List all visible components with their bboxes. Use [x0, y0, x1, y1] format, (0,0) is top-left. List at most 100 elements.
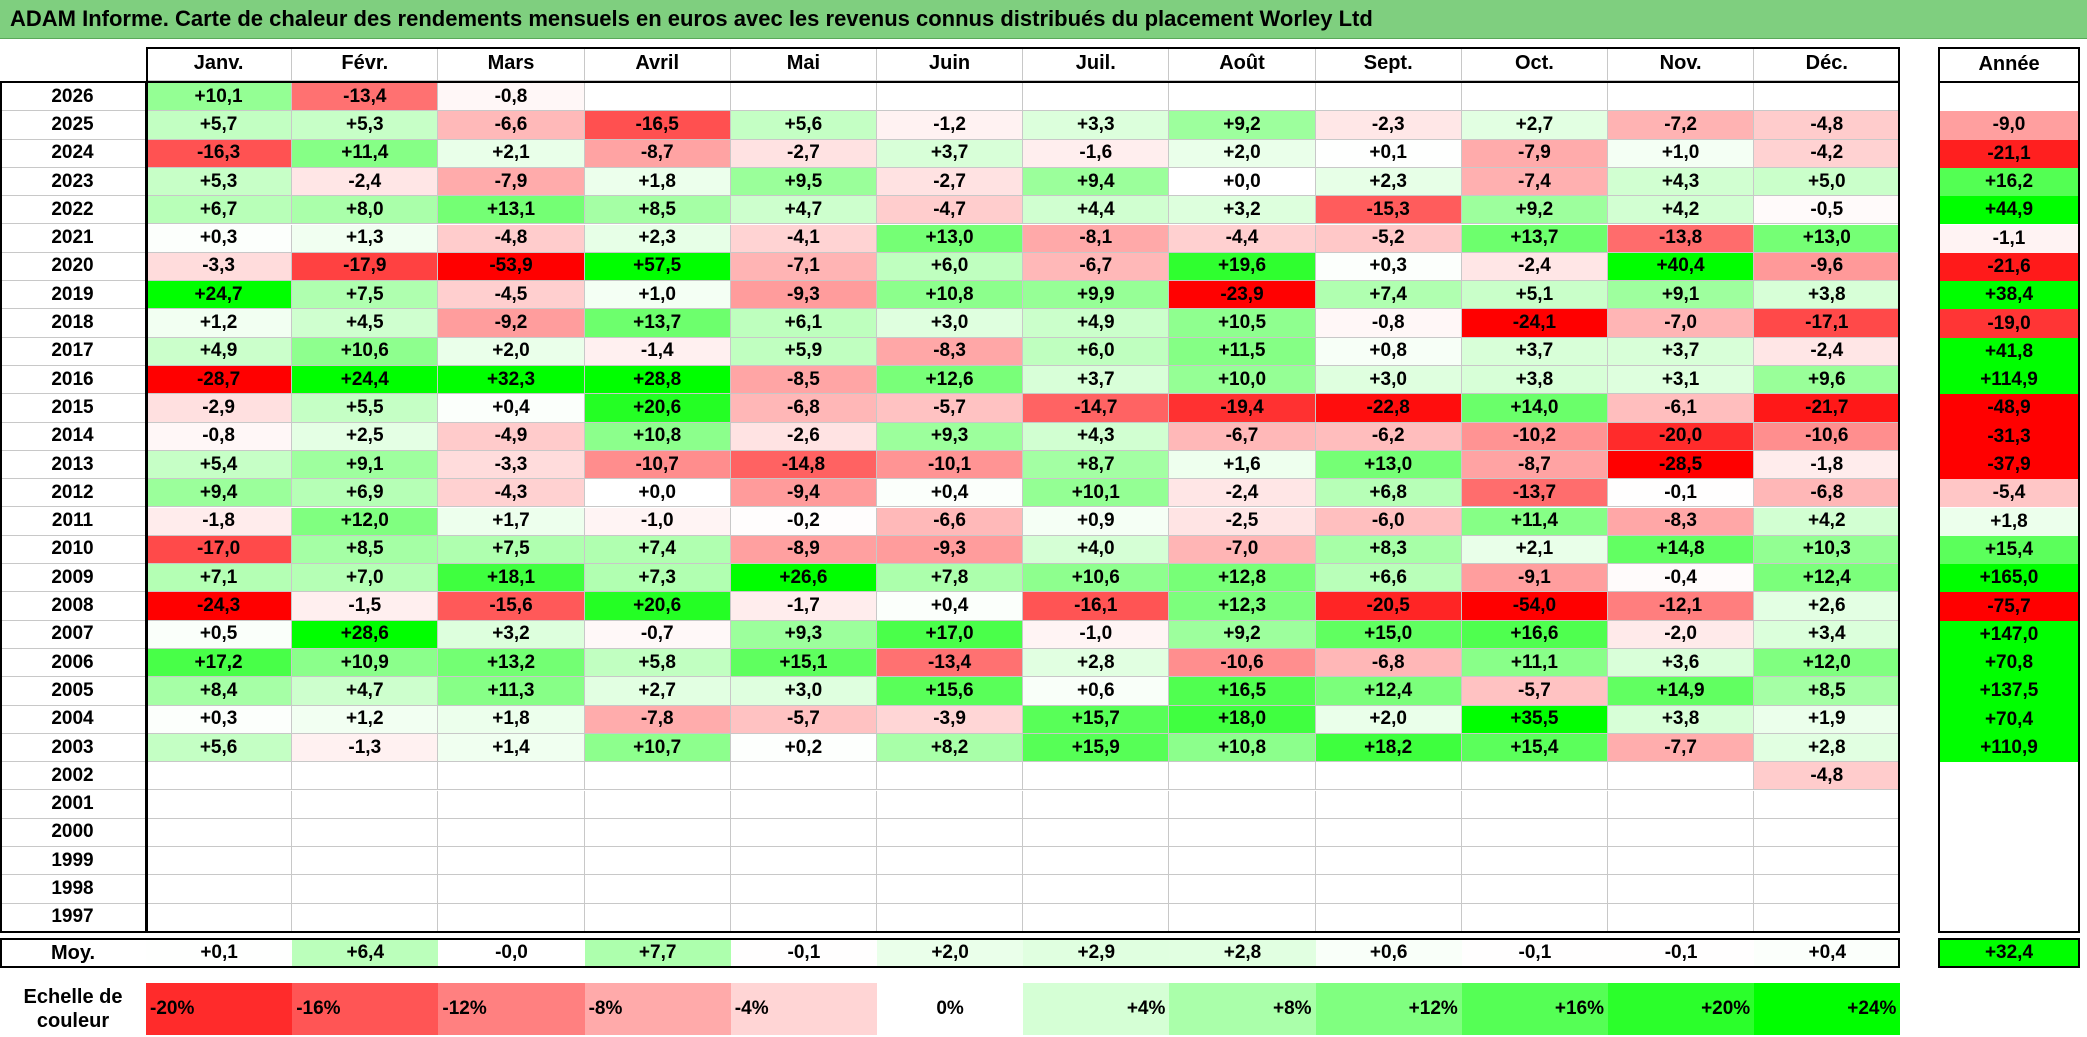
heatmap-cell: +6,6: [1315, 564, 1462, 593]
annual-cell: -1,1: [1938, 224, 2080, 253]
heatmap-cell: +6,0: [1023, 337, 1170, 366]
heatmap-cell: [1608, 790, 1755, 819]
annual-cell: [1938, 818, 2080, 848]
heatmap-cell: +13,0: [877, 224, 1024, 253]
heatmap-cell: -7,8: [584, 705, 731, 734]
annual-cell: [1938, 762, 2080, 791]
heatmap-cell: +57,5: [584, 252, 731, 282]
annual-cell: +110,9: [1938, 733, 2080, 763]
heatmap-cell: [1461, 83, 1608, 112]
heatmap-cell: +3,7: [1608, 337, 1755, 366]
heatmap-cell: -9,1: [1461, 564, 1608, 593]
heatmap-cell: -1,0: [584, 507, 731, 536]
heatmap-cell: -10,7: [584, 450, 731, 480]
heatmap-cell: +4,7: [292, 677, 439, 706]
year-label: 2020: [0, 252, 146, 282]
heatmap-cell: -16,1: [1023, 592, 1170, 621]
heatmap-cell: -13,4: [292, 83, 439, 112]
heatmap-cell: [438, 818, 585, 848]
heatmap-cell: -7,0: [1169, 535, 1316, 565]
heatmap-cell: +8,5: [584, 196, 731, 225]
heatmap-cell: -0,4: [1608, 564, 1755, 593]
heatmap-cell: +0,3: [146, 705, 293, 734]
heatmap-cell: +7,5: [292, 281, 439, 310]
year-label: 2000: [0, 818, 146, 848]
scale-swatch: -4%: [730, 983, 877, 1035]
heatmap-cell: +2,0: [438, 337, 585, 366]
heatmap-cell: +7,1: [146, 564, 293, 593]
year-label: 2014: [0, 422, 146, 451]
heatmap-cell: [146, 790, 293, 819]
heatmap-cell: +11,4: [1461, 507, 1608, 536]
annual-cell: [1938, 903, 2080, 932]
heatmap-cell: -24,1: [1461, 309, 1608, 338]
month-header: Mars: [438, 47, 585, 81]
heatmap-cell: +2,6: [1754, 592, 1901, 621]
heatmap-cell: +10,6: [292, 337, 439, 366]
heatmap-cell: [146, 847, 293, 876]
average-cell: -0,1: [1608, 938, 1755, 968]
month-header: Août: [1169, 47, 1316, 81]
annual-cell: +147,0: [1938, 620, 2080, 649]
heatmap-cell: +5,9: [730, 337, 877, 366]
heatmap-cell: -13,4: [877, 649, 1024, 678]
heatmap-cell: [877, 790, 1024, 819]
heatmap-cell: +2,5: [292, 422, 439, 451]
heatmap-cell: +7,4: [584, 535, 731, 565]
heatmap-cell: -10,1: [877, 450, 1024, 480]
heatmap-cell: [730, 875, 877, 904]
average-annual-cell: +32,4: [1938, 938, 2080, 968]
heatmap-cell: -19,4: [1169, 394, 1316, 423]
heatmap-cell: -9,3: [730, 281, 877, 310]
heatmap-cell: [438, 875, 585, 904]
annual-cell: +41,8: [1938, 337, 2080, 366]
heatmap-cell: +12,0: [1754, 649, 1901, 678]
heatmap-cell: +10,3: [1754, 535, 1901, 565]
heatmap-cell: +4,7: [730, 196, 877, 225]
heatmap-cell: [1754, 790, 1901, 819]
heatmap-cell: +1,6: [1169, 450, 1316, 480]
heatmap-cell: -8,3: [877, 337, 1024, 366]
heatmap-cell: -4,4: [1169, 224, 1316, 253]
heatmap-cell: [1315, 847, 1462, 876]
heatmap-cell: +6,8: [1315, 479, 1462, 508]
heatmap-cell: [1169, 762, 1316, 791]
heatmap-cell: -2,4: [292, 167, 439, 197]
heatmap-cell: +1,2: [146, 309, 293, 338]
heatmap-cell: +13,1: [438, 196, 585, 225]
heatmap-cell: +3,7: [1461, 337, 1608, 366]
heatmap-cell: +6,0: [877, 252, 1024, 282]
year-label: 2024: [0, 139, 146, 168]
heatmap-cell: [1461, 762, 1608, 791]
heatmap-cell: +3,0: [877, 309, 1024, 338]
heatmap-cell: [1461, 847, 1608, 876]
heatmap-cell: +1,0: [1608, 139, 1755, 168]
scale-swatch: -8%: [584, 983, 731, 1035]
heatmap-cell: +11,1: [1461, 649, 1608, 678]
heatmap-cell: [1315, 875, 1462, 904]
heatmap-cell: [877, 875, 1024, 904]
year-label: 2018: [0, 309, 146, 338]
heatmap-cell: +3,7: [877, 139, 1024, 168]
annual-cell: +165,0: [1938, 564, 2080, 593]
heatmap-cell: [1461, 790, 1608, 819]
heatmap-cell: [877, 83, 1024, 112]
heatmap-cell: -7,0: [1608, 309, 1755, 338]
heatmap-cell: +17,2: [146, 649, 293, 678]
annual-cell: +44,9: [1938, 196, 2080, 225]
heatmap-cell: -13,8: [1608, 224, 1755, 253]
month-header: Févr.: [292, 47, 439, 81]
heatmap-cell: -5,7: [730, 705, 877, 734]
heatmap-cell: +2,3: [1315, 167, 1462, 197]
heatmap-cell: +8,3: [1315, 535, 1462, 565]
heatmap-cell: -4,7: [877, 196, 1024, 225]
heatmap-cell: -1,0: [1023, 620, 1170, 649]
heatmap-cell: [1315, 818, 1462, 848]
heatmap-cell: +28,6: [292, 620, 439, 649]
heatmap-cell: -2,7: [877, 167, 1024, 197]
heatmap-cell: -0,7: [584, 620, 731, 649]
heatmap-cell: +0,4: [877, 479, 1024, 508]
heatmap-cell: +10,6: [1023, 564, 1170, 593]
heatmap-cell: +10,1: [146, 83, 293, 112]
annual-cell: +70,8: [1938, 649, 2080, 678]
